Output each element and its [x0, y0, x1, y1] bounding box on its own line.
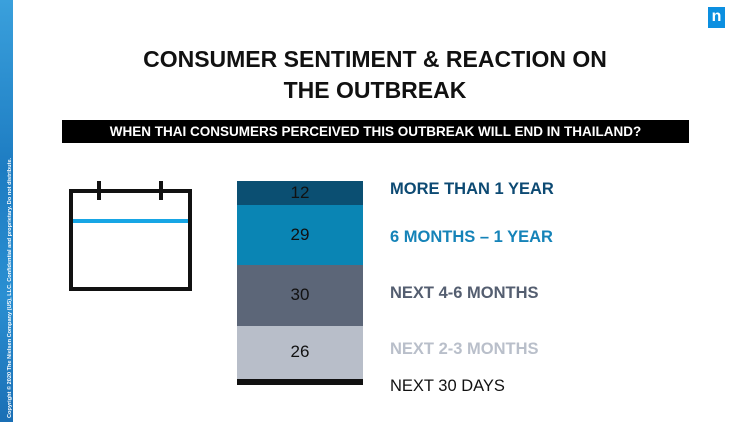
bar-segment-5 [237, 378, 363, 385]
bar-segment-2: 29 [237, 205, 363, 265]
question-banner: WHEN THAI CONSUMERS PERCEIVED THIS OUTBR… [62, 120, 689, 143]
calendar-body [69, 189, 192, 291]
stacked-bar: 12 29 30 26 [237, 181, 363, 385]
title-line-1: CONSUMER SENTIMENT & REACTION ON [143, 46, 607, 72]
category-label: MORE THAN 1 YEAR [390, 180, 554, 198]
nielsen-logo: n [708, 7, 725, 28]
bar-segment-1: 12 [237, 181, 363, 206]
data-label: 26 [290, 342, 310, 362]
data-label: 30 [290, 285, 310, 305]
bar-segment-4: 26 [237, 325, 363, 379]
bar-segment-3: 30 [237, 264, 363, 326]
category-label: NEXT 2-3 MONTHS [390, 340, 539, 358]
copyright-text: Copyright © 2020 The Nielsen Company (US… [7, 157, 13, 418]
calendar-header-line [73, 219, 188, 223]
calendar-ring-right [159, 181, 163, 200]
side-strip [0, 0, 13, 422]
category-label: NEXT 4-6 MONTHS [390, 284, 539, 302]
page-title: CONSUMER SENTIMENT & REACTION ON THE OUT… [0, 44, 750, 106]
data-label: 29 [290, 225, 310, 245]
calendar-ring-left [97, 181, 101, 200]
data-label: 12 [290, 183, 310, 203]
title-line-2: THE OUTBREAK [283, 77, 467, 103]
category-label: 6 MONTHS – 1 YEAR [390, 228, 553, 246]
category-label: NEXT 30 DAYS [390, 377, 505, 395]
